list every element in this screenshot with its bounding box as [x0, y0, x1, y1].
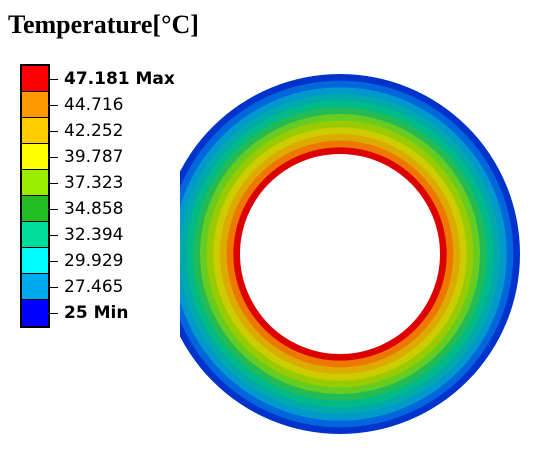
legend-label: 29.929	[64, 251, 124, 271]
legend-label: 44.716	[64, 95, 124, 115]
legend-tick	[50, 313, 58, 314]
legend-label: 27.465	[64, 277, 124, 297]
legend-title: Temperature[°C]	[8, 10, 199, 39]
legend-swatch	[22, 144, 48, 170]
legend-tick	[50, 235, 58, 236]
legend-label: 42.252	[64, 121, 124, 141]
legend-color-bar	[20, 64, 50, 328]
legend-swatch	[22, 300, 48, 326]
legend-tick	[50, 261, 58, 262]
legend-tick	[50, 209, 58, 210]
legend-label: 34.858	[64, 199, 124, 219]
legend-tick	[50, 157, 58, 158]
legend-swatch	[22, 248, 48, 274]
ring-inner-hole	[240, 154, 440, 354]
legend-swatch	[22, 222, 48, 248]
legend-tick	[50, 131, 58, 132]
legend-label: 39.787	[64, 147, 124, 167]
legend-swatch	[22, 92, 48, 118]
legend-tick	[50, 79, 58, 80]
legend-swatch	[22, 274, 48, 300]
legend-tick	[50, 105, 58, 106]
temperature-legend: 47.181 Max 44.716 42.252 39.787 37.323 34.858…	[20, 64, 200, 328]
legend-label: 47.181 Max	[64, 69, 175, 89]
legend-swatch	[22, 196, 48, 222]
legend-label: 32.394	[64, 225, 124, 245]
legend-label: 37.323	[64, 173, 124, 193]
legend-tick	[50, 183, 58, 184]
temperature-contour-ring	[180, 74, 520, 434]
legend-swatch	[22, 170, 48, 196]
legend-swatch	[22, 118, 48, 144]
legend-swatch	[22, 66, 48, 92]
legend-tick	[50, 287, 58, 288]
legend-label: 25 Min	[64, 303, 129, 323]
